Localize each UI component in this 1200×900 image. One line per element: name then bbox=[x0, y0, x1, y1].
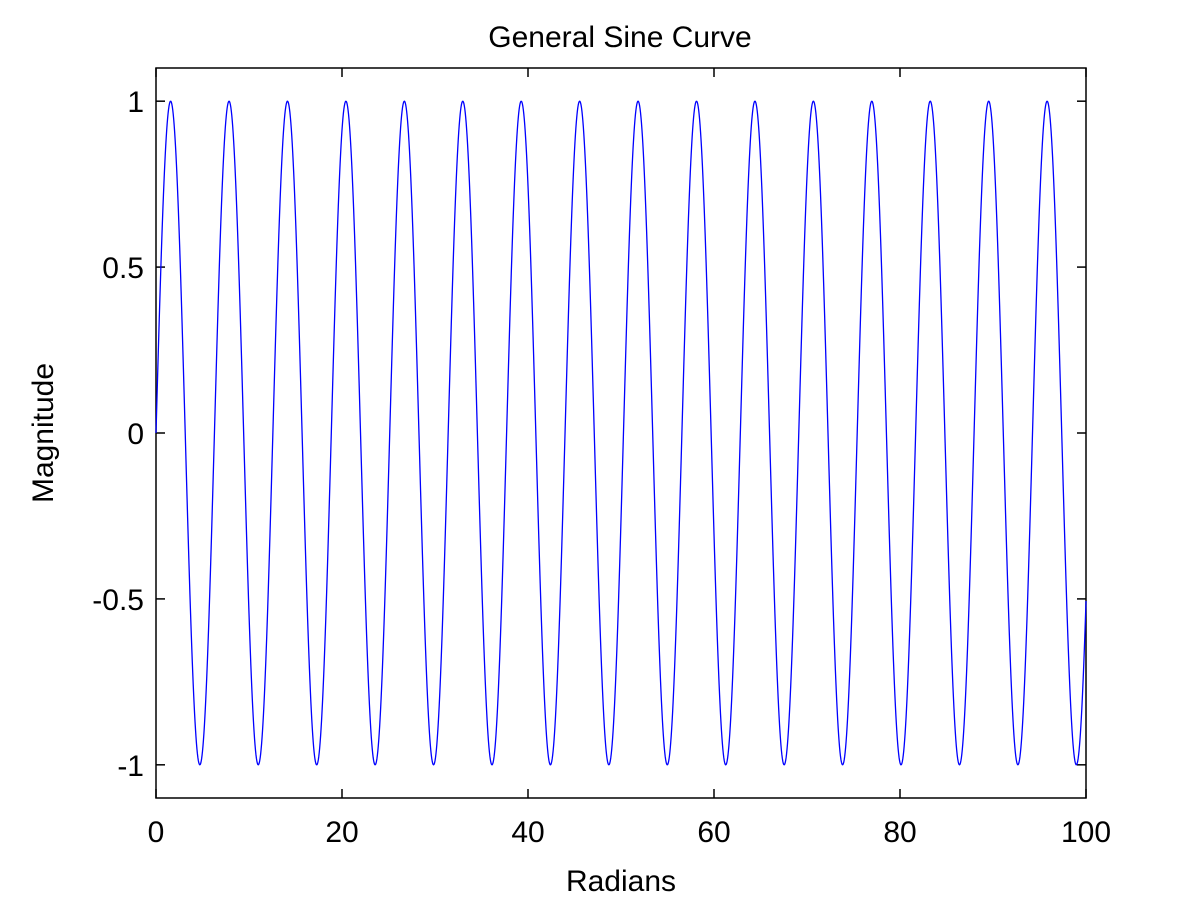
y-axis-tick-labels: -1 -0.5 0 0.5 1 bbox=[92, 86, 144, 783]
y-tick-label: 0.5 bbox=[102, 252, 144, 285]
plot-area bbox=[155, 67, 1087, 799]
chart-title: General Sine Curve bbox=[488, 21, 751, 54]
series-line-sine bbox=[155, 100, 1087, 766]
y-axis-title: Magnitude bbox=[27, 363, 60, 503]
x-tick-label: 0 bbox=[148, 816, 165, 849]
y-tick-label: 1 bbox=[127, 86, 144, 119]
y-tick-label: 0 bbox=[127, 418, 144, 451]
y-axis-ticks bbox=[156, 100, 1086, 766]
x-tick-label: 80 bbox=[883, 816, 916, 849]
x-axis-tick-labels: 0 20 40 60 80 100 bbox=[148, 816, 1111, 849]
x-tick-label: 100 bbox=[1061, 816, 1111, 849]
x-tick-label: 60 bbox=[697, 816, 730, 849]
x-axis-title: Radians bbox=[566, 865, 676, 898]
x-tick-label: 40 bbox=[511, 816, 544, 849]
x-axis-ticks bbox=[155, 68, 1087, 798]
series-layer bbox=[155, 100, 1087, 766]
y-tick-label: -0.5 bbox=[92, 584, 144, 617]
y-tick-label: -1 bbox=[117, 750, 144, 783]
x-tick-label: 20 bbox=[325, 816, 358, 849]
